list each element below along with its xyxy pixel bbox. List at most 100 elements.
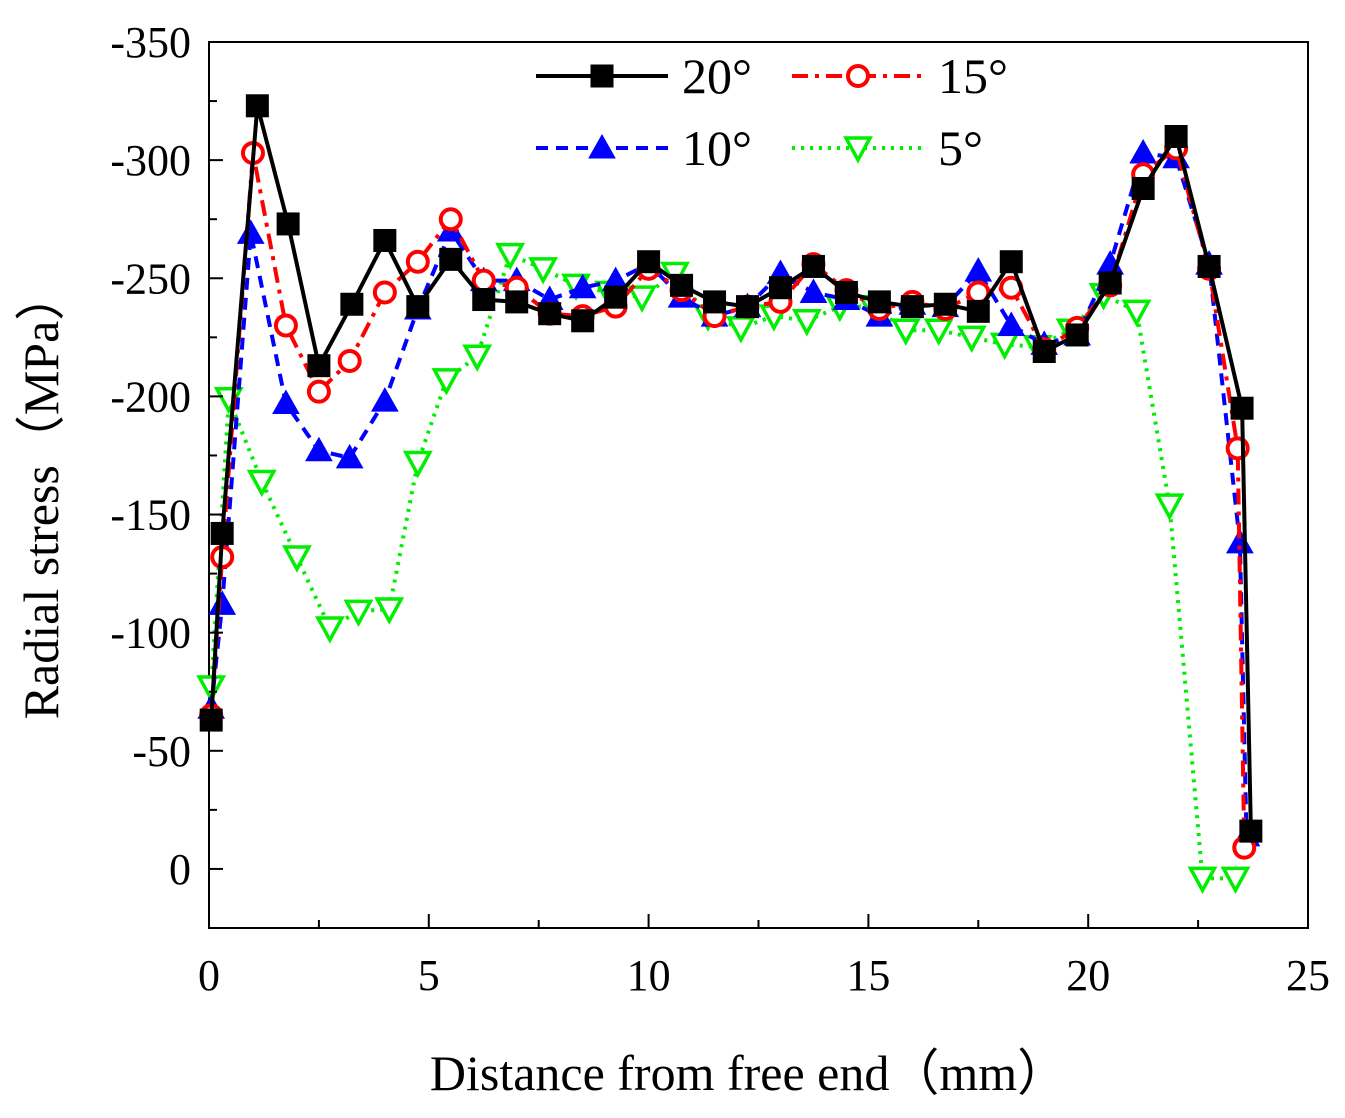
legend-swatch [792, 136, 924, 164]
data-point [1129, 139, 1158, 164]
data-point [438, 207, 463, 232]
data-point [997, 311, 1026, 337]
y-tick-label: -200 [110, 372, 191, 421]
data-point [568, 273, 597, 299]
y-tick-label: 0 [169, 845, 191, 894]
data-point [604, 285, 628, 309]
data-point [337, 348, 362, 373]
legend-entry-10: 10° [536, 120, 752, 176]
series-3 [196, 242, 1251, 895]
series-1 [199, 136, 1257, 860]
data-point [1220, 866, 1251, 895]
data-point [462, 344, 493, 372]
data-point [335, 443, 364, 469]
data-point [505, 290, 529, 314]
data-point [374, 597, 405, 625]
data-point [725, 316, 756, 344]
data-point [1032, 340, 1056, 364]
data-point [966, 299, 990, 323]
data-point [999, 250, 1023, 274]
data-point [343, 599, 374, 628]
data-point [890, 318, 921, 346]
data-point [1154, 493, 1185, 521]
legend-marker [843, 136, 873, 164]
data-point [900, 295, 924, 319]
data-point [245, 94, 269, 118]
legend-entry-20: 20° [536, 48, 752, 104]
data-point [791, 309, 822, 337]
series-line [209, 103, 1253, 832]
data-point [471, 268, 496, 293]
data-point [834, 280, 858, 304]
data-point [956, 325, 987, 353]
data-point [306, 379, 331, 404]
legend-marker [846, 64, 870, 88]
legend-label-15: 15° [938, 48, 1008, 104]
data-point [801, 254, 825, 278]
data-point [736, 295, 760, 319]
ticks-layer: 0 5 10 15 20 25 0 -50 -100 -150 -200 -250 -300 -350 [110, 18, 1330, 1000]
legend-entry-5: 5° [792, 120, 983, 176]
data-point [1187, 866, 1218, 895]
data-point [768, 276, 792, 300]
data-point [372, 280, 397, 305]
data-point [305, 436, 333, 462]
data-point [406, 295, 430, 319]
data-point [276, 212, 300, 236]
data-point [867, 290, 891, 314]
data-point [703, 290, 727, 314]
data-point [405, 249, 430, 274]
data-point [670, 273, 694, 297]
data-point [208, 590, 237, 615]
legend: 20° 15° 10° 5° [536, 48, 1008, 176]
y-tick-label: -100 [110, 609, 191, 658]
data-point [538, 302, 562, 326]
data-point [495, 242, 526, 271]
y-tick-label: -300 [110, 136, 191, 185]
data-point [370, 387, 399, 412]
legend-entry-15: 15° [792, 48, 1008, 104]
series-0 [199, 94, 1263, 843]
x-tick-label: 15 [846, 951, 890, 1000]
data-point [281, 545, 312, 573]
y-tick-label: -250 [110, 254, 191, 303]
data-point [799, 278, 828, 303]
x-tick-label: 20 [1066, 951, 1110, 1000]
series-line [209, 151, 1249, 836]
data-point [431, 368, 462, 396]
data-point [1121, 299, 1152, 327]
data-point [1131, 176, 1155, 200]
data-point [340, 292, 364, 316]
data-point [1239, 819, 1263, 843]
data-point [199, 708, 223, 732]
y-tick-label: -150 [110, 491, 191, 540]
x-tick-label: 25 [1286, 951, 1330, 1000]
series-line [209, 252, 1236, 881]
data-point [246, 469, 277, 498]
series-2 [197, 139, 1261, 847]
x-tick-label: 0 [198, 951, 220, 1000]
data-point [210, 521, 234, 545]
data-point [528, 257, 559, 285]
data-point [1230, 396, 1254, 420]
legend-label-5: 5° [938, 120, 983, 176]
y-tick-label: -50 [132, 727, 191, 776]
data-point [314, 616, 345, 644]
data-point [236, 219, 265, 244]
data-point [571, 309, 595, 333]
data-point [272, 389, 300, 414]
series-line [209, 146, 1247, 848]
data-point [627, 285, 657, 313]
legend-label-20: 20° [682, 48, 752, 104]
y-tick-label: -350 [110, 18, 191, 67]
data-point [923, 318, 954, 346]
legend-swatch [792, 64, 924, 88]
data-point [439, 247, 463, 271]
x-tick-label: 10 [627, 951, 671, 1000]
y-axis-title: Radial stress（MPa） [13, 271, 69, 720]
legend-marker [588, 133, 616, 159]
data-point [373, 228, 397, 252]
data-point [964, 257, 993, 282]
x-axis-title: Distance from free end（mm） [430, 1045, 1067, 1101]
